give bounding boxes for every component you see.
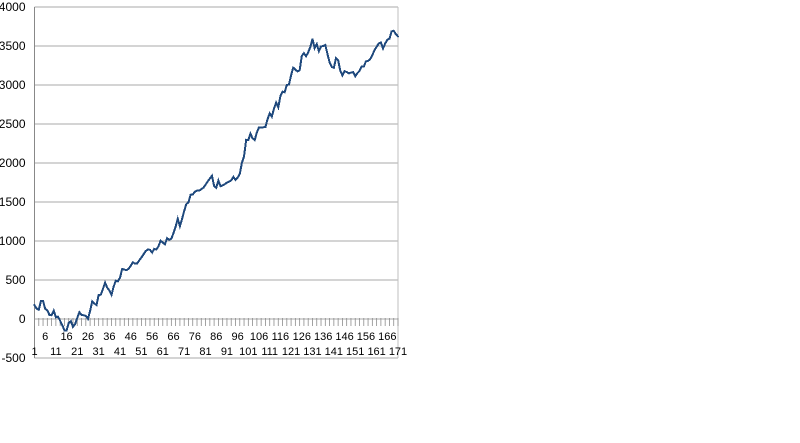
- svg-text:136: 136: [314, 331, 332, 343]
- svg-text:151: 151: [346, 346, 364, 358]
- svg-text:500: 500: [5, 273, 25, 287]
- svg-text:31: 31: [93, 346, 105, 358]
- svg-text:116: 116: [272, 331, 290, 343]
- svg-text:171: 171: [389, 346, 407, 358]
- svg-text:126: 126: [293, 331, 311, 343]
- svg-text:106: 106: [250, 331, 268, 343]
- svg-text:2500: 2500: [0, 117, 26, 131]
- svg-text:56: 56: [146, 331, 158, 343]
- svg-text:51: 51: [135, 346, 147, 358]
- svg-text:6: 6: [42, 331, 48, 343]
- svg-text:91: 91: [221, 346, 233, 358]
- svg-text:46: 46: [125, 331, 137, 343]
- svg-text:4000: 4000: [0, 0, 26, 14]
- svg-text:71: 71: [178, 346, 190, 358]
- svg-text:16: 16: [60, 331, 72, 343]
- svg-text:1500: 1500: [0, 195, 26, 209]
- svg-text:21: 21: [71, 346, 83, 358]
- svg-text:166: 166: [378, 331, 396, 343]
- svg-text:121: 121: [282, 346, 300, 358]
- svg-text:3000: 3000: [0, 78, 26, 92]
- svg-text:146: 146: [335, 331, 353, 343]
- svg-text:1000: 1000: [0, 234, 26, 248]
- svg-text:61: 61: [157, 346, 169, 358]
- svg-text:36: 36: [103, 331, 115, 343]
- svg-text:26: 26: [82, 331, 94, 343]
- svg-text:66: 66: [167, 331, 179, 343]
- svg-text:101: 101: [239, 346, 257, 358]
- svg-text:86: 86: [210, 331, 222, 343]
- svg-text:161: 161: [367, 346, 385, 358]
- svg-text:96: 96: [232, 331, 244, 343]
- svg-text:76: 76: [189, 331, 201, 343]
- svg-text:11: 11: [50, 346, 61, 358]
- svg-text:2000: 2000: [0, 156, 26, 170]
- svg-text:141: 141: [325, 346, 343, 358]
- svg-text:-500: -500: [1, 351, 25, 365]
- svg-text:156: 156: [357, 331, 375, 343]
- svg-text:81: 81: [199, 346, 211, 358]
- svg-text:1: 1: [31, 346, 37, 358]
- svg-text:131: 131: [303, 346, 321, 358]
- svg-text:0: 0: [19, 312, 26, 326]
- svg-text:3500: 3500: [0, 39, 26, 53]
- svg-text:111: 111: [261, 346, 278, 358]
- svg-text:41: 41: [114, 346, 126, 358]
